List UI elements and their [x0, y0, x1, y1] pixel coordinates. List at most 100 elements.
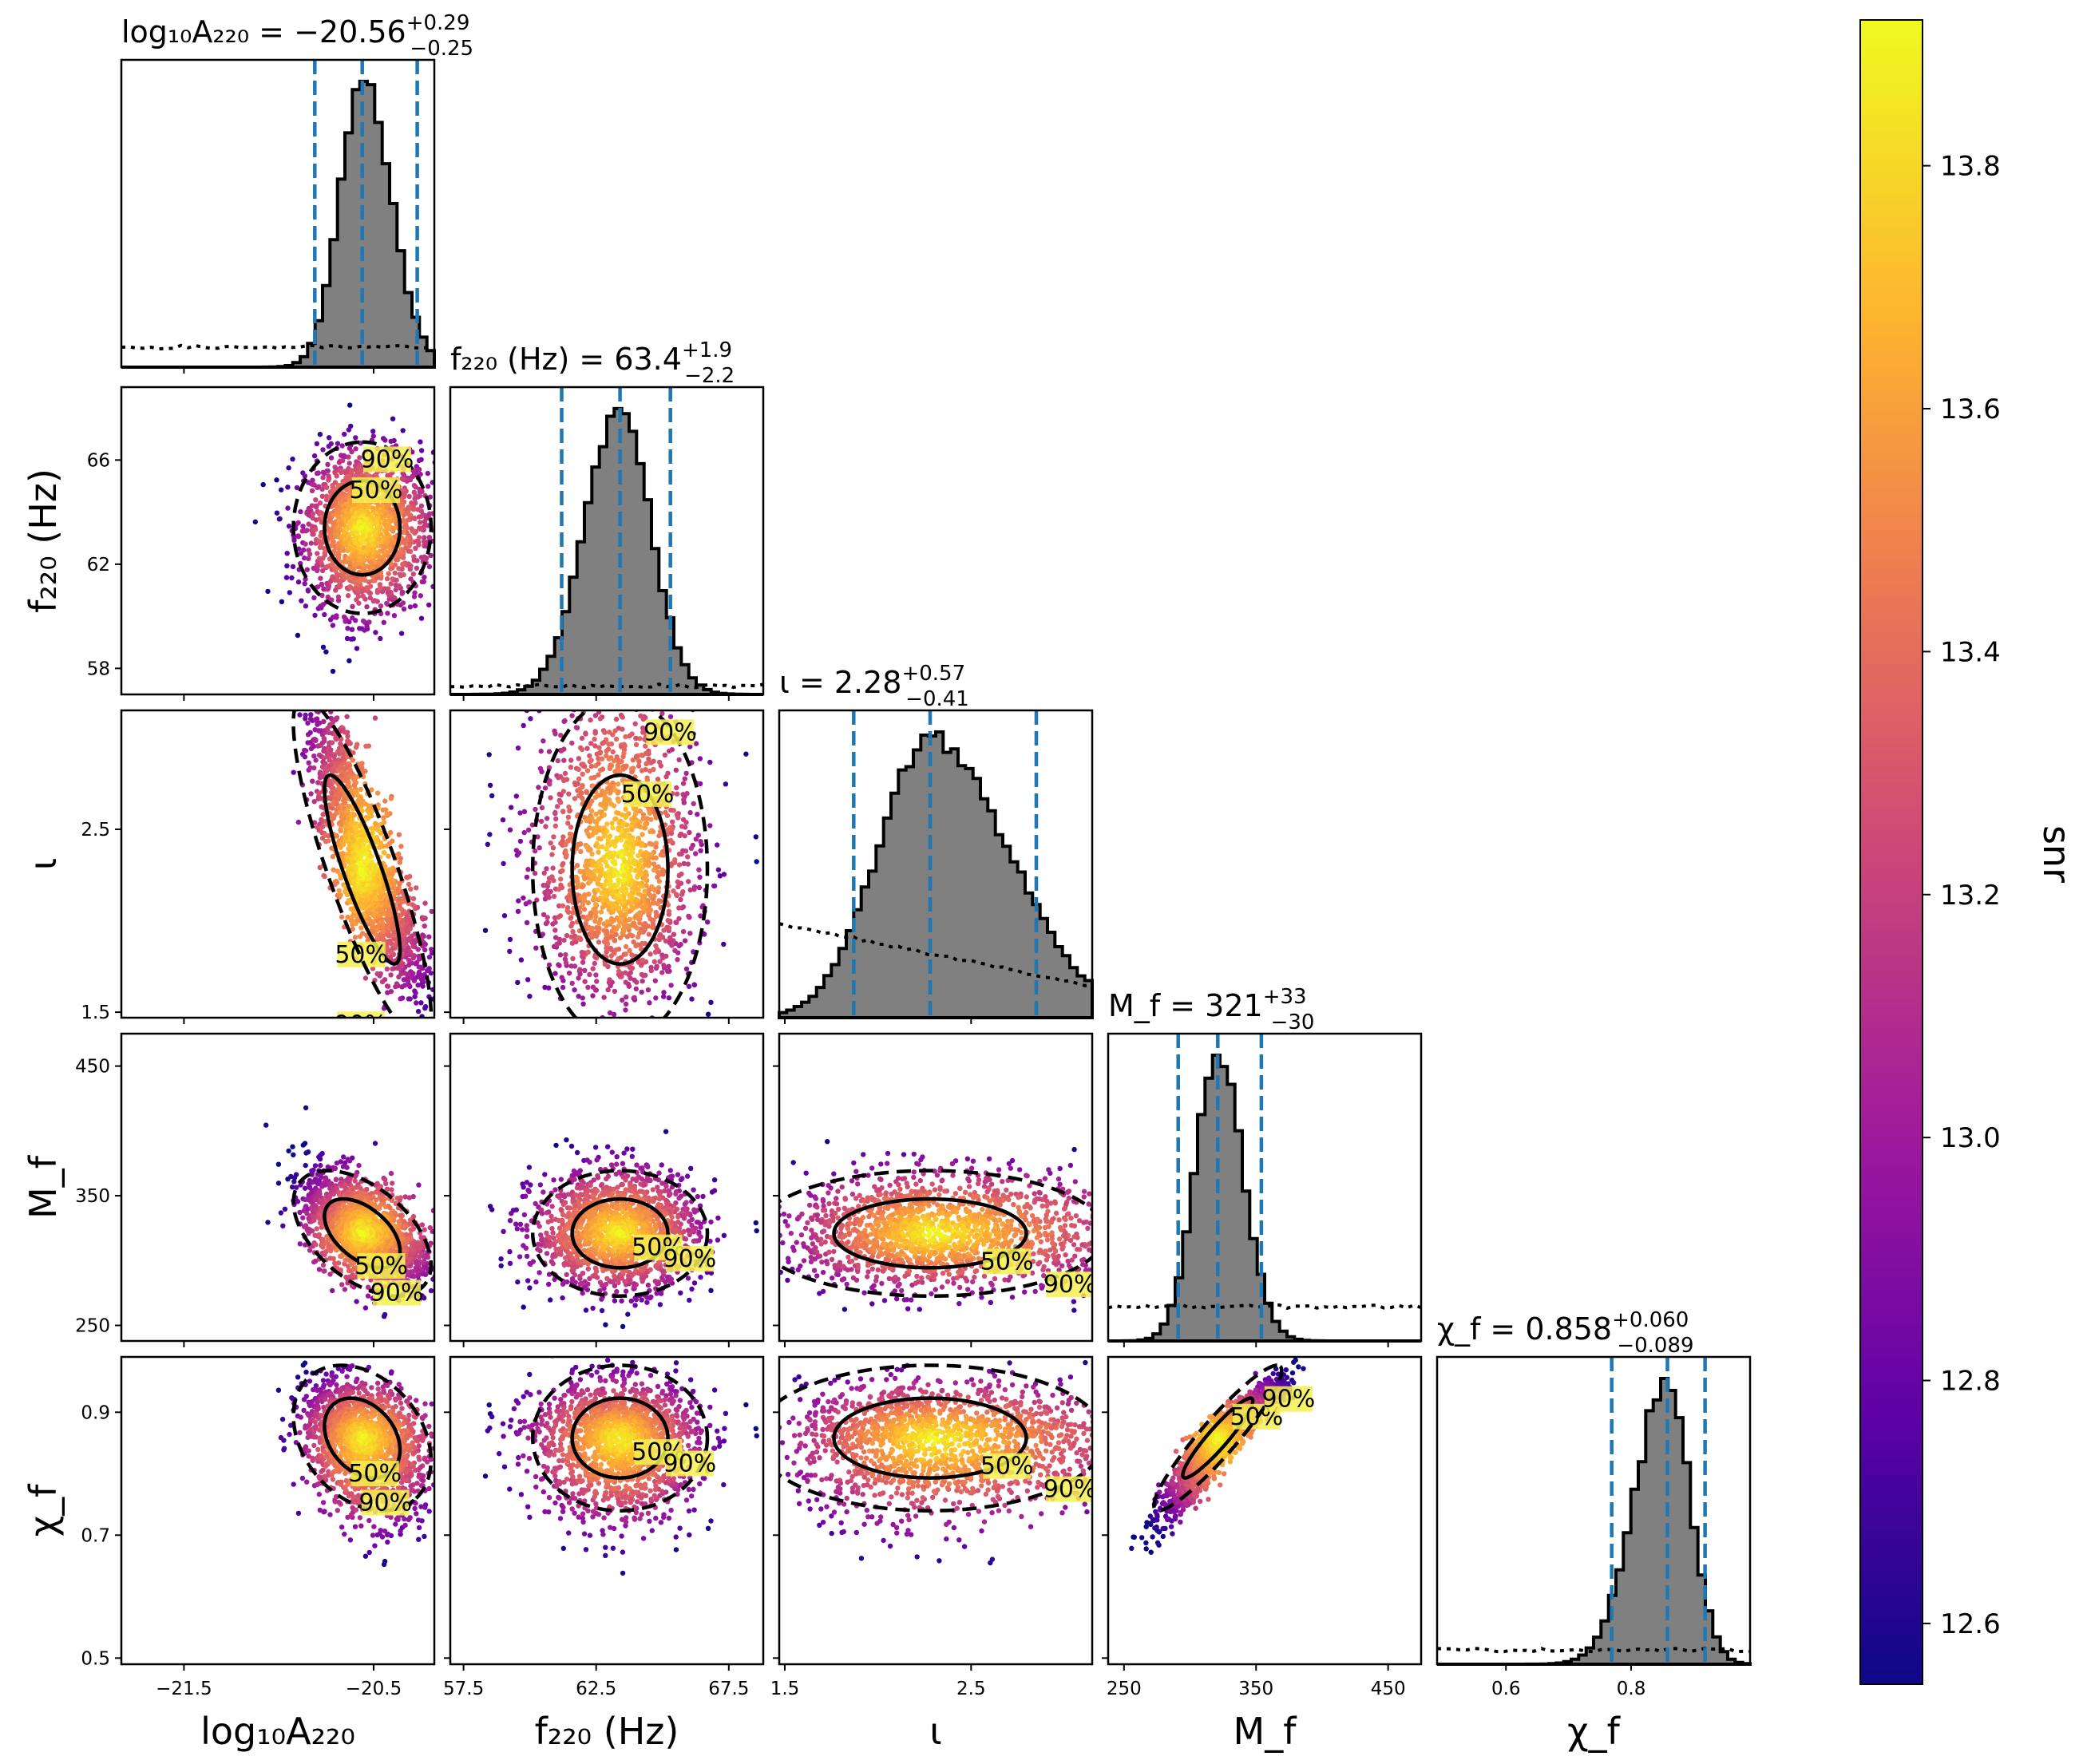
scatter-point	[306, 760, 311, 765]
scatter-point	[695, 833, 701, 838]
scatter-point	[668, 807, 674, 813]
scatter-point	[314, 503, 319, 508]
scatter-point	[539, 769, 544, 774]
scatter-point	[411, 594, 418, 599]
scatter-point	[584, 1046, 588, 1050]
scatter-point	[350, 603, 355, 610]
scatter-point	[435, 968, 440, 973]
scatter-point	[676, 916, 682, 922]
scatter-point	[412, 496, 418, 501]
scatter-point	[284, 551, 290, 556]
scatter-point	[284, 563, 290, 569]
scatter-point	[422, 924, 427, 929]
scatter-point	[603, 1079, 608, 1084]
scatter-point	[388, 581, 394, 587]
scatter-point	[661, 927, 667, 933]
scatter-point	[330, 854, 336, 860]
scatter-point	[335, 577, 340, 583]
scatter-point	[501, 860, 506, 867]
scatter-point	[569, 713, 575, 718]
scatter-point	[441, 1076, 446, 1081]
scatter-point	[653, 815, 659, 821]
scatter-point	[549, 852, 555, 857]
scatter-point	[359, 524, 365, 530]
scatter-point	[418, 555, 425, 560]
scatter-point	[382, 437, 388, 443]
scatter-point	[698, 913, 703, 919]
scatter-point	[390, 576, 395, 582]
scatter-point	[546, 749, 552, 754]
scatter-point	[321, 748, 327, 754]
scatter-point	[314, 660, 319, 665]
scatter-point	[550, 865, 556, 871]
scatter-point	[252, 519, 258, 524]
scatter-point	[303, 611, 308, 616]
scatter-point	[359, 864, 366, 869]
scatter-point	[419, 579, 425, 584]
scatter-point	[596, 745, 602, 750]
scatter-point	[607, 765, 612, 772]
scatter-point	[610, 825, 616, 831]
scatter-point	[366, 803, 371, 809]
scatter-point	[406, 493, 412, 500]
scatter-point	[602, 730, 608, 735]
scatter-point	[533, 806, 538, 813]
scatter-point	[319, 704, 324, 709]
scatter-point	[577, 967, 583, 972]
scatter-point	[628, 975, 633, 981]
scatter-point	[597, 716, 604, 722]
scatter-point	[513, 793, 519, 799]
scatter-point	[350, 757, 356, 763]
scatter-point	[721, 941, 727, 947]
scatter-point	[276, 582, 281, 587]
scatter-point	[588, 808, 595, 814]
scatter-point	[652, 978, 658, 984]
scatter-point	[556, 963, 562, 968]
scatter-point	[422, 947, 428, 953]
scatter-point	[422, 535, 427, 540]
scatter-point	[436, 565, 441, 570]
scatter-point	[563, 951, 568, 958]
scatter-point	[596, 772, 601, 777]
scatter-point	[415, 983, 421, 988]
scatter-point	[361, 544, 366, 551]
scatter-point	[438, 945, 442, 950]
scatter-point	[566, 791, 572, 797]
scatter-point	[436, 986, 441, 991]
scatter-point	[378, 635, 383, 642]
scatter-point	[312, 612, 318, 619]
scatter-point	[440, 542, 445, 547]
scatter-point	[589, 798, 595, 804]
scatter-point	[671, 931, 677, 937]
scatter-point	[655, 885, 662, 891]
scatter-point	[581, 764, 588, 769]
scatter-point	[289, 575, 295, 581]
scatter-point	[390, 966, 395, 972]
scatter-point	[354, 646, 360, 651]
scatter-point	[429, 908, 434, 915]
scatter-point	[566, 1019, 571, 1024]
scatter-point	[627, 733, 632, 739]
scatter-point	[629, 827, 635, 833]
scatter-point	[290, 564, 296, 570]
scatter-point	[640, 940, 645, 947]
scatter-point	[339, 443, 345, 449]
scatter-point	[635, 874, 640, 880]
scatter-point	[291, 632, 295, 637]
scatter-point	[426, 602, 432, 608]
scatter-point	[587, 971, 592, 978]
scatter-point	[439, 544, 444, 548]
scatter-point	[662, 752, 668, 758]
scatter-point	[691, 704, 695, 709]
scatter-point	[605, 837, 611, 844]
scatter-point	[316, 790, 322, 796]
scatter-point	[319, 568, 326, 574]
scatter-point	[628, 970, 633, 975]
scatter-point	[559, 884, 565, 891]
scatter-point	[411, 483, 418, 488]
scatter-point	[576, 756, 582, 761]
scatter-point	[335, 594, 342, 599]
scatter-point	[302, 555, 307, 561]
scatter-point	[592, 736, 597, 742]
scatter-point	[753, 834, 758, 840]
